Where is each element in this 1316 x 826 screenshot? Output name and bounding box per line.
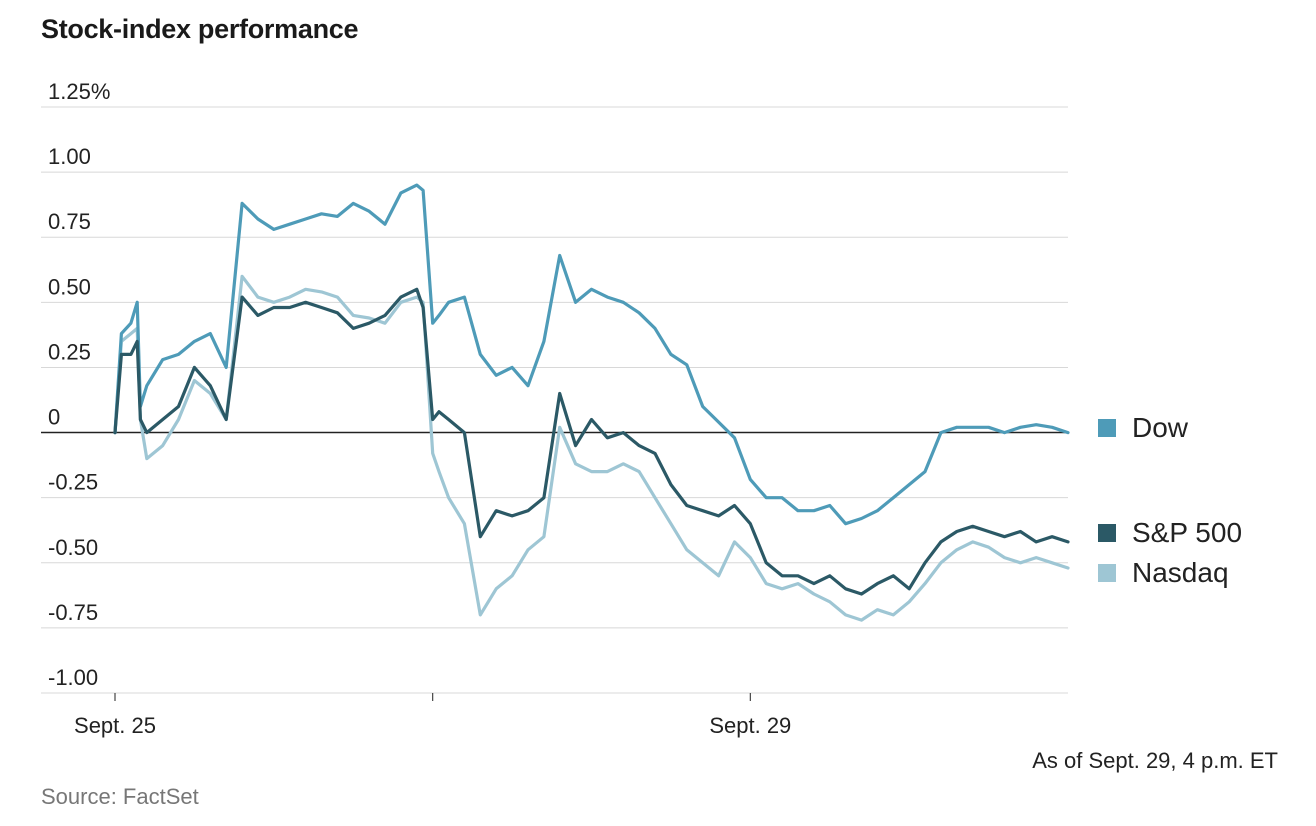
grid-lines bbox=[41, 106, 1068, 694]
legend-swatch-dow bbox=[1098, 419, 1116, 437]
y-axis-ticks: 1.25% 1.00 0.75 0.50 0.25 0 -0.25 -0.50 -0.75 -1.… bbox=[48, 79, 110, 690]
y-tick-label: -0.25 bbox=[48, 470, 98, 495]
chart-title: Stock-index performance bbox=[41, 14, 359, 44]
y-tick-label: 1.25% bbox=[48, 79, 110, 104]
x-tick-label: Sept. 25 bbox=[74, 713, 156, 738]
y-tick-label: 0.50 bbox=[48, 274, 91, 299]
legend-item-dow: Dow bbox=[1098, 412, 1188, 444]
y-tick-label: -1.00 bbox=[48, 665, 98, 690]
y-tick-label: 0 bbox=[48, 405, 60, 430]
series-lines bbox=[113, 183, 1070, 622]
series-line-dow bbox=[113, 183, 1070, 526]
y-tick-label: -0.75 bbox=[48, 600, 98, 625]
legend-label-nasdaq: Nasdaq bbox=[1132, 557, 1229, 588]
x-tick-label: Sept. 29 bbox=[709, 713, 791, 738]
x-axis: Sept. 25 Sept. 29 bbox=[74, 693, 791, 738]
legend-label-sp500: S&P 500 bbox=[1132, 517, 1243, 548]
series-line-nasdaq bbox=[113, 274, 1070, 622]
legend-item-sp500: S&P 500 bbox=[1098, 517, 1242, 549]
source-credit: Source: FactSet bbox=[41, 784, 199, 809]
y-tick-label: -0.50 bbox=[48, 535, 98, 560]
legend-label-dow: Dow bbox=[1132, 412, 1189, 443]
legend-item-nasdaq: Nasdaq bbox=[1098, 557, 1229, 589]
legend-swatch-nasdaq bbox=[1098, 564, 1116, 582]
legend-swatch-sp500 bbox=[1098, 524, 1116, 542]
timestamp-note: As of Sept. 29, 4 p.m. ET bbox=[1032, 748, 1278, 773]
y-tick-label: 1.00 bbox=[48, 144, 91, 169]
series-line-sp500 bbox=[113, 287, 1070, 596]
y-tick-label: 0.75 bbox=[48, 209, 91, 234]
y-tick-label: 0.25 bbox=[48, 339, 91, 364]
